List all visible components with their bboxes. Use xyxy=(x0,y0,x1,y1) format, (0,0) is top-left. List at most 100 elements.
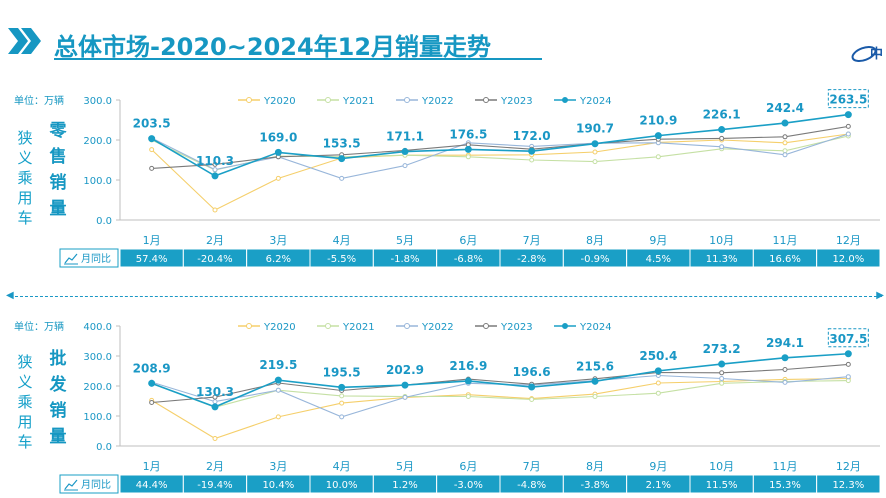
data-point-Y2024 xyxy=(338,155,346,163)
legend-label: Y2021 xyxy=(342,96,375,107)
data-point-Y2021 xyxy=(719,380,725,386)
data-point-Y2024 xyxy=(718,126,726,134)
data-point-Y2023 xyxy=(212,394,218,400)
y-tick-label: 200.0 xyxy=(83,382,112,393)
legend-item: Y2021 xyxy=(317,322,375,333)
unit-label: 单位：万辆 xyxy=(14,96,64,107)
data-point-Y2021 xyxy=(339,393,345,399)
data-label: 169.0 xyxy=(259,130,297,144)
data-point-Y2024 xyxy=(148,135,156,143)
wholesale-sales-chart: 0.0 100.0 200.0 300.0 400.0 Y2020 Y2021 Y2022 Y2… xyxy=(59,322,881,494)
data-point-Y2024 xyxy=(274,148,282,156)
data-label: 307.5 xyxy=(829,332,867,346)
data-label: 208.9 xyxy=(133,361,171,375)
data-label: 172.0 xyxy=(513,129,551,143)
yoy-value: -6.8% xyxy=(454,254,483,265)
yoy-cell: 12.0% xyxy=(816,248,881,268)
highlight-box xyxy=(827,89,869,109)
series-line-Y2022 xyxy=(151,133,849,179)
data-label: 250.4 xyxy=(639,349,677,363)
data-point-Y2021 xyxy=(845,378,851,384)
legend-item: Y2024 xyxy=(554,96,612,107)
yoy-value: 12.0% xyxy=(832,254,864,265)
data-point-Y2024 xyxy=(528,383,536,391)
yoy-label-text: 月同比 xyxy=(81,253,111,265)
data-label: 171.1 xyxy=(386,130,424,144)
yoy-cell: 6.2% xyxy=(246,248,311,268)
data-label: 263.5 xyxy=(829,93,867,107)
data-point-Y2020 xyxy=(275,175,281,181)
data-label: 130.3 xyxy=(196,385,234,399)
header: 总体市场-2020~2024年12月销量走势 中 xyxy=(6,20,886,62)
data-point-Y2024 xyxy=(591,377,599,385)
yoy-value: -3.8% xyxy=(580,480,609,491)
yoy-label-text: 月同比 xyxy=(81,479,111,491)
double-chevron-icon xyxy=(8,28,41,54)
x-tick-label: 4月 xyxy=(333,234,351,247)
data-point-Y2023 xyxy=(212,161,218,167)
yoy-cell: -19.4% xyxy=(182,474,248,494)
yoy-cell: 10.4% xyxy=(246,474,311,494)
x-tick-label: 5月 xyxy=(396,460,414,473)
x-tick-label: 11月 xyxy=(773,460,798,473)
legend-item: Y2022 xyxy=(396,322,454,333)
x-tick-label: 6月 xyxy=(459,234,477,247)
x-tick-label: 8月 xyxy=(586,234,604,247)
yoy-cell: 10.0% xyxy=(309,474,374,494)
y-tick-label: 400.0 xyxy=(83,322,112,333)
y-tick-label: 200.0 xyxy=(83,136,112,147)
yoy-value: 57.4% xyxy=(136,254,168,265)
legend-item: Y2024 xyxy=(554,322,612,333)
data-point-Y2023 xyxy=(149,400,155,405)
yoy-cell: 15.3% xyxy=(752,474,818,494)
y-tick-label: 300.0 xyxy=(83,352,112,363)
yoy-value: 2.1% xyxy=(646,480,671,491)
data-point-Y2024 xyxy=(654,367,662,375)
yoy-cell: 2.1% xyxy=(626,474,691,494)
unit-label: 单位：万辆 xyxy=(14,322,64,333)
data-point-Y2024 xyxy=(718,360,726,368)
data-point-Y2024 xyxy=(211,172,219,180)
data-point-Y2023 xyxy=(845,361,851,367)
data-label: 196.6 xyxy=(513,365,551,379)
yoy-cell: 16.6% xyxy=(752,248,818,268)
data-point-Y2021 xyxy=(782,148,788,154)
yoy-value: -19.4% xyxy=(197,480,232,491)
yoy-row-label: 月同比 xyxy=(59,248,119,268)
x-tick-label: 12月 xyxy=(836,234,861,247)
x-tick-label: 7月 xyxy=(523,460,541,473)
data-point-Y2021 xyxy=(529,397,535,402)
data-point-Y2020 xyxy=(212,207,218,213)
data-point-Y2022 xyxy=(782,379,788,385)
highlight-box xyxy=(827,328,869,348)
data-label: 195.5 xyxy=(323,365,361,379)
data-point-Y2021 xyxy=(655,390,661,396)
data-point-Y2022 xyxy=(275,387,281,393)
data-point-Y2022 xyxy=(845,374,851,380)
legend-label: Y2024 xyxy=(579,96,612,107)
yoy-value: 12.3% xyxy=(832,480,864,491)
data-point-Y2020 xyxy=(782,140,788,146)
y-tick-label: 100.0 xyxy=(83,412,112,423)
x-tick-label: 7月 xyxy=(523,234,541,247)
divider-right-arrow: ▶ xyxy=(876,290,884,301)
brand-logo: 中 xyxy=(851,46,883,62)
data-point-Y2024 xyxy=(844,350,852,358)
series-line-Y2024 xyxy=(151,113,849,177)
data-point-Y2020 xyxy=(655,380,661,386)
y-tick-label: 0.0 xyxy=(96,442,112,453)
x-tick-label: 5月 xyxy=(396,234,414,247)
trend-icon xyxy=(64,253,78,265)
yoy-cell: -3.8% xyxy=(562,474,628,494)
yoy-cell: -20.4% xyxy=(182,248,248,268)
data-point-Y2024 xyxy=(654,132,662,140)
x-tick-label: 2月 xyxy=(206,234,224,247)
x-tick-label: 6月 xyxy=(459,460,477,473)
data-point-Y2022 xyxy=(212,167,218,173)
legend-item: Y2022 xyxy=(396,96,454,107)
data-point-Y2021 xyxy=(465,394,471,399)
data-label: 190.7 xyxy=(576,122,614,136)
legend-item: Y2020 xyxy=(238,96,296,107)
x-tick-label: 9月 xyxy=(649,234,667,247)
data-point-Y2022 xyxy=(719,376,725,381)
